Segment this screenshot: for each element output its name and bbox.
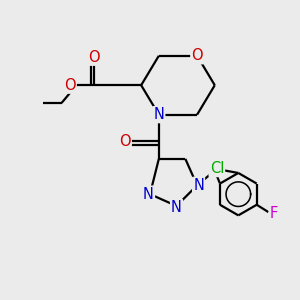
Text: O: O	[88, 50, 100, 65]
Text: F: F	[270, 206, 278, 221]
Text: O: O	[191, 48, 203, 63]
Text: O: O	[64, 78, 76, 93]
Text: O: O	[119, 134, 131, 149]
Text: N: N	[171, 200, 182, 215]
Text: N: N	[143, 187, 154, 202]
Text: N: N	[193, 178, 204, 193]
Text: Cl: Cl	[210, 161, 224, 176]
Text: N: N	[153, 107, 164, 122]
